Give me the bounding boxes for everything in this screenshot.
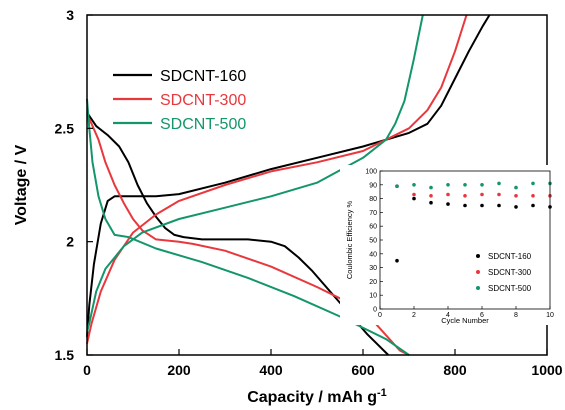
inset-y-tick-label: 70 [369,210,377,217]
inset-point-2-6 [497,181,501,186]
x-tick-label: 0 [83,362,91,378]
inset-point-1-1 [412,192,416,197]
inset-point-2-0 [395,184,399,188]
inset-point-2-1 [412,183,416,187]
inset-point-1-7 [514,194,518,198]
inset-point-0-3 [446,202,450,206]
inset-point-2-2 [429,185,433,190]
inset-point-2-4 [463,183,467,187]
inset-y-tick-label: 30 [369,265,377,272]
y-axis-title: Voltage / V [13,144,30,225]
inset-point-1-3 [446,192,450,197]
inset-y-tick-label: 90 [369,182,377,189]
x-tick-label: 200 [167,362,191,378]
x-axis-title: Capacity / mAh g-1 [247,387,387,406]
x-tick-label: 800 [443,362,467,378]
x-tick-label: 600 [351,362,375,378]
inset-legend-marker [476,286,480,290]
inset-point-0-8 [531,203,535,208]
inset-legend-label: SDCNT-300 [488,268,532,277]
legend-label: SDCNT-160 [160,68,246,85]
y-tick-label: 1.5 [55,347,75,363]
inset-legend: SDCNT-160 SDCNT-300 SDCNT-500 [476,252,532,293]
inset-y-tick-label: 60 [369,224,377,231]
inset-point-0-7 [514,205,518,209]
inset-point-1-6 [497,192,501,197]
legend-label: SDCNT-500 [160,116,246,133]
x-tick-label: 1000 [531,362,562,378]
inset-y-tick-label: 10 [369,293,377,300]
y-tick-label: 2.5 [55,120,75,136]
inset-point-1-4 [463,194,467,198]
series-2-curve-0 [86,98,410,356]
inset-x-tick-label: 2 [412,312,416,319]
series-0-curve-1 [86,14,491,337]
inset-legend-marker [476,270,480,274]
inset-point-2-5 [480,183,484,187]
inset-y-tick-label: 20 [369,279,377,286]
inset-y-tick-label: 100 [365,169,377,176]
inset-point-0-4 [463,203,467,208]
main-curves [86,14,491,356]
inset-x-tick-label: 10 [546,312,554,319]
inset-point-2-3 [446,183,450,187]
inset-y-tick-label: 40 [369,251,377,258]
y-tick-label: 3 [66,7,74,23]
inset-y-axis-title: Coulombic Efficiency % [345,201,354,280]
inset-point-2-7 [514,185,518,190]
inset-y-tick-label: 50 [369,238,377,245]
inset-x-tick-label: 8 [514,312,518,319]
inset-y-tick-label: 0 [373,307,377,314]
inset-point-2-8 [531,181,535,186]
inset-point-0-5 [480,203,484,208]
inset-x-tick-label: 4 [446,312,450,319]
inset-legend-marker [476,254,480,258]
inset-legend-label: SDCNT-500 [488,284,532,293]
inset-point-1-8 [531,194,535,198]
inset-y-tick-label: 80 [369,196,377,203]
inset-background [340,165,552,325]
x-tick-label: 400 [259,362,283,378]
inset-legend-label: SDCNT-160 [488,252,532,261]
series-1-curve-1 [86,14,468,344]
inset-x-tick-label: 0 [378,312,382,319]
legend-label: SDCNT-300 [160,92,246,109]
inset-point-0-6 [497,203,501,208]
inset-points [395,181,552,263]
y-tick-label: 2 [66,234,74,250]
inset-point-1-5 [480,192,484,197]
series-1-curve-0 [86,114,410,356]
inset-x-axis-title: Cycle Number [441,316,489,325]
inset-x-tick-label: 6 [480,312,484,319]
inset-point-0-2 [429,200,433,205]
inset-point-0-0 [395,258,399,263]
main-legend: SDCNT-160 SDCNT-300 SDCNT-500 [113,68,246,133]
inset-point-1-2 [429,194,433,198]
series-2-curve-1 [86,14,424,333]
inset-point-0-1 [412,196,416,201]
